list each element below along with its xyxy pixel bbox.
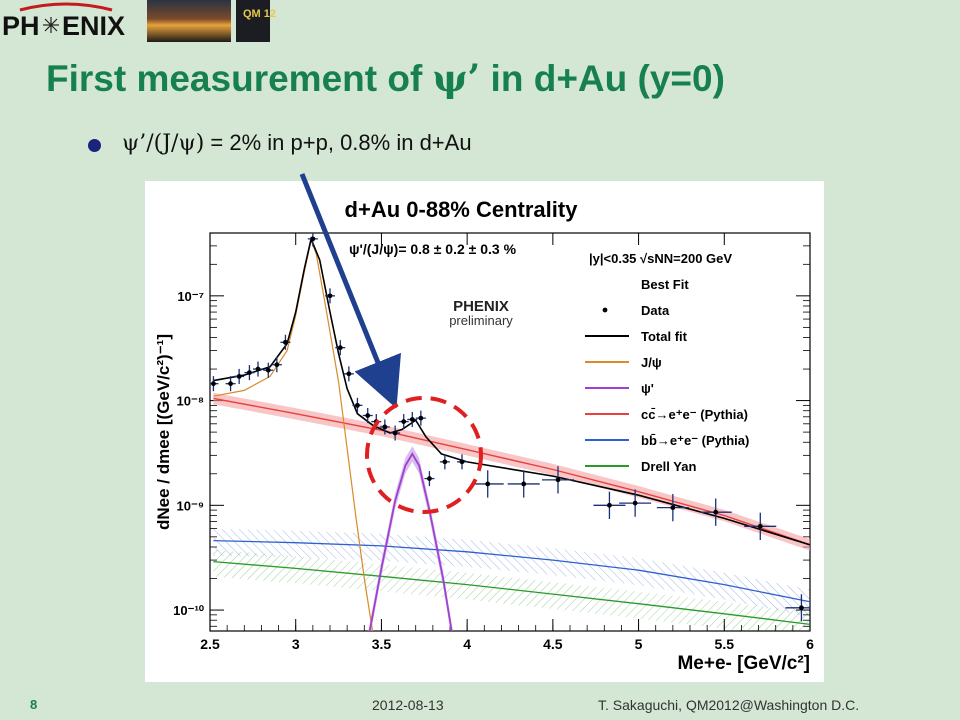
chart-title: d+Au 0-88% Centrality: [345, 197, 579, 222]
data-point: [327, 293, 333, 299]
data-point: [392, 430, 398, 436]
qm2012-badge: [236, 0, 270, 42]
legend-label: bb̄→e⁺e⁻ (Pythia): [641, 433, 749, 448]
x-axis-label: Me+e- [GeV/c²]: [677, 653, 810, 674]
svg-text:PH: PH: [2, 11, 40, 41]
legend-header: Best Fit: [641, 277, 689, 292]
data-point: [211, 381, 216, 387]
x-tick-label: 6: [806, 636, 814, 652]
ccbar-band: [213, 392, 810, 551]
data-point: [373, 419, 379, 424]
slide-title: First measurement of ψ’ in d+Au (y=0): [46, 56, 725, 100]
washington-photo: [147, 0, 231, 42]
data-point: [607, 502, 612, 508]
legend-label: ψ': [641, 381, 654, 396]
x-tick-label: 3: [292, 636, 300, 652]
legend-label: J/ψ: [641, 355, 662, 370]
data-point: [310, 236, 316, 242]
footer-date: 2012-08-13: [372, 697, 444, 713]
data-point: [346, 371, 352, 377]
bullet-dot-icon: [88, 139, 101, 152]
y-axis-label: dNee / dmee [(GeV/c²)⁻¹]: [154, 334, 173, 530]
x-tick-label: 4.5: [543, 636, 563, 652]
data-point: [247, 370, 252, 375]
data-point: [459, 459, 465, 465]
y-tick-label: 10⁻⁹: [177, 498, 205, 513]
footer-author: T. Sakaguchi, QM2012@Washington D.C.: [598, 697, 860, 713]
chart: 2.5 3 3.5 4 4.5 5 5.5 6 10⁻⁷ 10⁻⁸ 10⁻⁹ 10⁻¹⁰ Me+e- […: [154, 197, 814, 674]
drellyan-curve: [213, 560, 810, 626]
legend-label: Data: [641, 303, 670, 318]
data-point: [283, 339, 288, 345]
data-point: [409, 417, 415, 422]
y-tick-label: 10⁻¹⁰: [173, 603, 205, 618]
bbbar-band: [213, 528, 810, 617]
data-point: [274, 362, 280, 368]
x-tick-label: 5: [635, 636, 643, 652]
data-point: [255, 366, 261, 372]
data-point: [236, 374, 242, 379]
chart-figure: 2.5 3 3.5 4 4.5 5 5.5 6 10⁻⁷ 10⁻⁸ 10⁻⁹ 10⁻¹⁰ Me+e- […: [145, 181, 824, 682]
kinematics-annotation: |y|<0.35 √sNN=200 GeV: [589, 251, 732, 266]
page-number: 8: [30, 697, 38, 712]
data-point: [355, 402, 360, 408]
data-point: [713, 509, 719, 515]
data-point: [401, 419, 407, 424]
ratio-annotation: ψ'/(J/ψ)= 0.8 ± 0.2 ± 0.3 %: [349, 241, 517, 257]
data-point: [485, 481, 491, 487]
data-point: [427, 476, 432, 481]
legend-marker: [602, 307, 608, 313]
x-tick-label: 5.5: [715, 636, 735, 652]
y-tick-label: 10⁻⁷: [177, 289, 204, 304]
data-point: [228, 381, 233, 387]
data-point: [757, 523, 763, 529]
data-point: [521, 481, 527, 487]
y-tick-label: 10⁻⁸: [177, 394, 204, 409]
legend-label: Total fit: [641, 329, 688, 344]
data-point: [365, 413, 371, 418]
x-tick-label: 4: [463, 636, 471, 652]
total-fit-curve: [213, 236, 810, 546]
data-point: [670, 505, 676, 511]
legend-label: cc̄→e⁺e⁻ (Pythia): [641, 407, 748, 422]
data-point: [442, 459, 448, 465]
data-point: [799, 605, 804, 611]
bullet-text: ψ’/(J/ψ) = 2% in p+p, 0.8% in d+Au: [122, 130, 472, 156]
x-tick-label: 3.5: [372, 636, 392, 652]
data-point: [265, 367, 271, 373]
legend-label: Drell Yan: [641, 459, 696, 474]
data-point: [382, 424, 388, 430]
bbbar-curve: [213, 539, 810, 603]
phenix-logo: PH ENIX: [2, 2, 125, 41]
svg-text:ENIX: ENIX: [62, 11, 125, 41]
qm2012-badge-text: QM 12: [243, 8, 277, 20]
data-point: [632, 500, 638, 506]
data-point: [555, 477, 561, 483]
data-point: [418, 415, 424, 421]
x-tick-label: 2.5: [200, 636, 220, 652]
data-point: [337, 345, 343, 351]
phenix-watermark: PHENIX: [453, 298, 509, 315]
preliminary-watermark: preliminary: [449, 313, 513, 328]
